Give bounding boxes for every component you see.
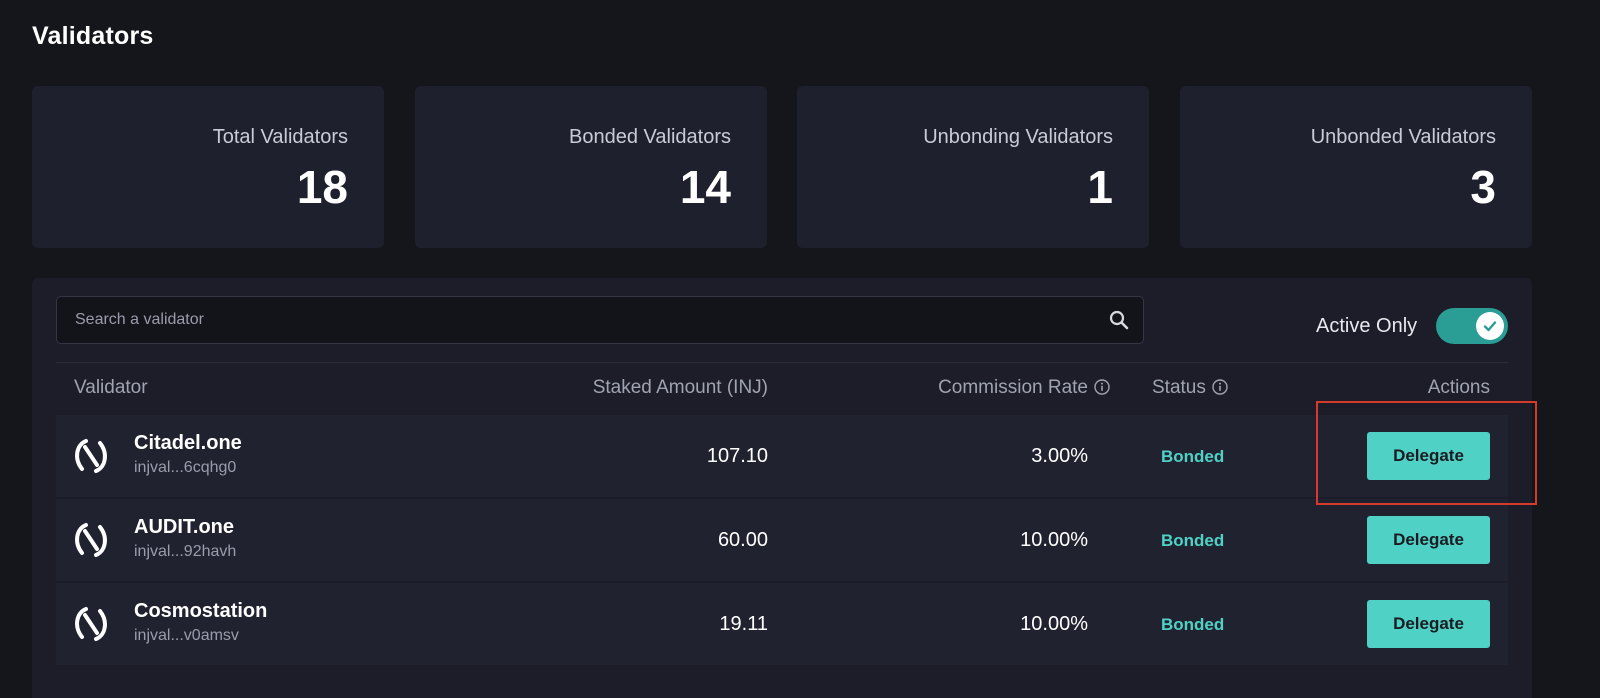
delegate-button[interactable]: Delegate: [1367, 516, 1490, 564]
search-box: [56, 296, 1144, 344]
injective-logo-icon: [75, 439, 107, 473]
stat-card-unbonding: Unbonding Validators 1: [797, 86, 1149, 248]
active-only-label: Active Only: [1316, 315, 1418, 337]
highlight-annotation: [1316, 401, 1537, 505]
staked-amount: 60.00: [717, 529, 768, 551]
validator-address: injval...v0amsv: [134, 627, 239, 644]
stat-value: 18: [296, 161, 348, 213]
validator-name[interactable]: Cosmostation: [134, 600, 268, 622]
commission-rate: 3.00%: [1031, 445, 1088, 467]
status-badge: Bonded: [1161, 615, 1225, 634]
stat-label: Total Validators: [212, 126, 348, 148]
search-icon[interactable]: [1109, 310, 1129, 330]
validator-name[interactable]: AUDIT.one: [134, 516, 234, 538]
stat-value: 3: [1470, 161, 1496, 213]
staked-amount: 19.11: [719, 613, 768, 635]
delegate-button[interactable]: Delegate: [1367, 432, 1490, 480]
status-badge: Bonded: [1161, 447, 1225, 466]
stat-card-bonded: Bonded Validators 14: [415, 86, 767, 248]
table-header: Validator Staked Amount (INJ) Commission…: [56, 362, 1508, 415]
stat-value: 14: [679, 161, 731, 213]
staked-amount: 107.10: [706, 445, 768, 467]
column-header-staked[interactable]: Staked Amount (INJ): [592, 377, 768, 398]
info-icon[interactable]: [1212, 379, 1228, 395]
stat-value: 1: [1087, 161, 1113, 213]
search-input[interactable]: [57, 297, 1077, 343]
info-icon[interactable]: [1094, 379, 1110, 395]
status-badge: Bonded: [1161, 531, 1225, 550]
column-header-status[interactable]: Status: [1152, 377, 1228, 399]
column-header-actions: Actions: [1427, 377, 1490, 398]
check-icon: [1483, 321, 1497, 332]
commission-rate: 10.00%: [1020, 613, 1088, 635]
stat-card-total: Total Validators 18: [32, 86, 384, 248]
validators-panel: Active Only Validator Staked Amount (INJ…: [32, 278, 1532, 698]
validator-name[interactable]: Citadel.one: [134, 432, 242, 454]
stat-card-unbonded: Unbonded Validators 3: [1180, 86, 1532, 248]
table-row: Cosmostation injval...v0amsv 19.11 10.00…: [56, 583, 1508, 665]
validator-address: injval...6cqhg0: [134, 459, 237, 476]
column-header-commission[interactable]: Commission Rate: [938, 377, 1110, 399]
table-row: AUDIT.one injval...92havh 60.00 10.00% B…: [56, 499, 1508, 581]
page-title: Validators: [32, 22, 154, 50]
column-header-status-label: Status: [1152, 377, 1206, 398]
toggle-knob: [1476, 312, 1504, 340]
column-header-commission-label: Commission Rate: [938, 377, 1088, 398]
stats-row: Total Validators 18 Bonded Validators 14…: [32, 86, 1532, 248]
stat-label: Bonded Validators: [569, 126, 731, 148]
injective-logo-icon: [75, 607, 107, 641]
stat-label: Unbonded Validators: [1310, 126, 1496, 148]
column-header-validator[interactable]: Validator: [74, 377, 148, 398]
table-row: Citadel.one injval...6cqhg0 107.10 3.00%…: [56, 415, 1508, 497]
active-only-toggle[interactable]: [1436, 308, 1508, 344]
validator-address: injval...92havh: [134, 543, 237, 560]
delegate-button[interactable]: Delegate: [1367, 600, 1490, 648]
injective-logo-icon: [75, 523, 107, 557]
stat-label: Unbonding Validators: [923, 126, 1113, 148]
commission-rate: 10.00%: [1020, 529, 1088, 551]
